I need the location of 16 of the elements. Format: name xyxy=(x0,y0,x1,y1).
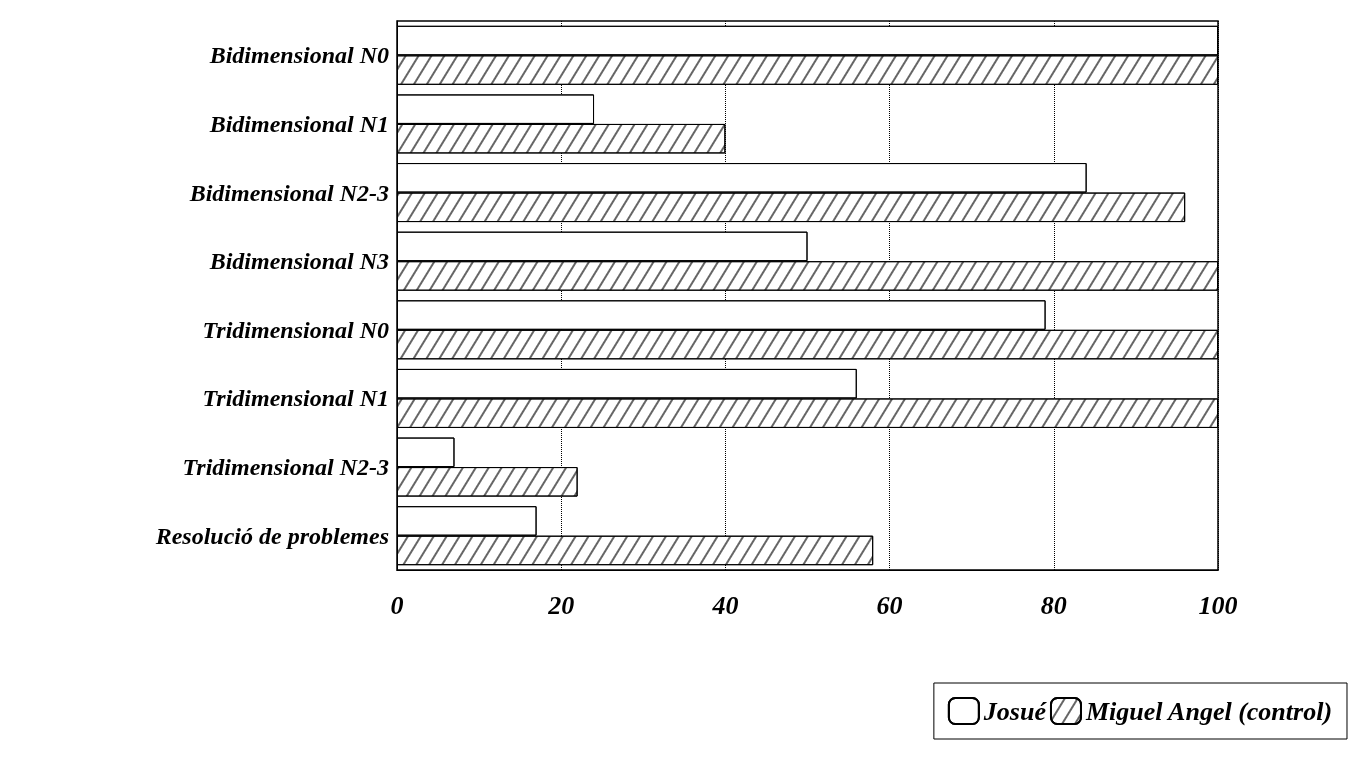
y-tick-label: Resolució de problemes xyxy=(154,522,389,549)
y-tick-label: Bidimensional N3 xyxy=(208,248,389,275)
x-tick-label: 80 xyxy=(1040,590,1067,620)
y-tick-label: Bidimensional N2-3 xyxy=(188,179,389,206)
x-tick-label: 40 xyxy=(711,590,739,620)
legend-label: Josué xyxy=(982,696,1048,726)
x-tick-label: 20 xyxy=(547,590,575,620)
y-tick-label: Tridimensional N0 xyxy=(202,316,389,343)
x-tick-label: 0 xyxy=(390,590,404,620)
legend-label: Miguel Angel (control) xyxy=(1084,696,1333,726)
y-tick-label: Bidimensional N0 xyxy=(208,42,389,69)
x-tick-label: 100 xyxy=(1198,590,1238,620)
x-tick-label: 60 xyxy=(876,590,903,620)
y-tick-label: Bidimensional N1 xyxy=(208,110,389,137)
y-tick-label: Tridimensional N1 xyxy=(202,385,389,412)
y-tick-label: Tridimensional N2-3 xyxy=(182,454,389,481)
